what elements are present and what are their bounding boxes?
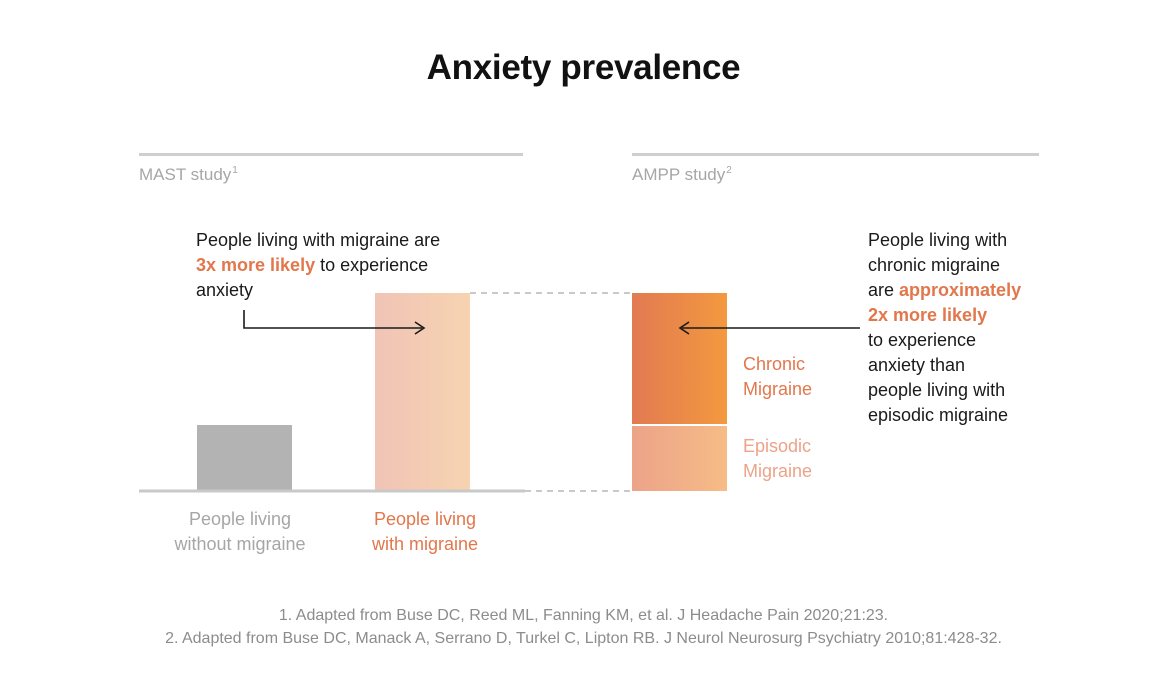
bar-segment-episodic-migraine — [632, 425, 727, 491]
ampp-callout-highlight: approximately — [899, 280, 1022, 300]
ampp-callout-line: episodic migraine — [868, 405, 1009, 425]
footnote: 1. Adapted from Buse DC, Reed ML, Fannin… — [278, 607, 889, 624]
category-label-without-migraine: People living without migraine — [150, 507, 330, 557]
segment-label-line: Chronic — [743, 354, 806, 374]
mast-callout-highlight: 3x more likely — [196, 255, 316, 275]
segment-label-line: Migraine — [743, 461, 813, 481]
ampp-callout-line: to experience — [868, 330, 977, 350]
ampp-callout-line: chronic migraine — [868, 255, 1001, 275]
ampp-footnote-ref: 2 — [726, 165, 732, 176]
ampp-divider — [632, 153, 1039, 156]
category-label-with-migraine: People living with migraine — [335, 507, 515, 557]
bar-without-migraine — [197, 425, 292, 491]
mast-callout-line: People living with migraine are — [196, 230, 441, 250]
ampp-callout: People living with chronic migraine are … — [868, 228, 1088, 428]
page-title: Anxiety prevalence — [426, 48, 741, 87]
mast-study-label: MAST study1 — [139, 165, 238, 185]
segment-label-chronic-migraine: Chronic Migraine — [743, 352, 812, 402]
mast-study-label-text: MAST study — [139, 165, 232, 184]
ampp-callout-prefix: are — [868, 280, 900, 300]
ampp-callout-highlight: 2x more likely — [868, 305, 988, 325]
ampp-arrow-head-icon — [678, 321, 690, 335]
category-label-line: People living — [373, 509, 477, 529]
bar-with-migraine — [375, 293, 470, 491]
footnotes: 1. Adapted from Buse DC, Reed ML, Fannin… — [0, 604, 1167, 650]
ampp-callout-line: People living with — [868, 230, 1008, 250]
segment-label-line: Migraine — [743, 379, 813, 399]
category-label-line: People living — [188, 509, 292, 529]
mast-callout-line: anxiety — [196, 280, 254, 300]
ampp-callout-line: are approximately — [868, 278, 1088, 303]
ampp-study-label-text: AMPP study — [632, 165, 726, 184]
segment-label-line: Episodic — [743, 436, 812, 456]
mast-footnote-ref: 1 — [232, 165, 238, 176]
mast-arrow-head-icon — [414, 321, 426, 335]
category-label-line: without migraine — [174, 534, 306, 554]
mast-arrow-line — [243, 310, 422, 329]
mast-callout: People living with migraine are 3x more … — [196, 228, 496, 303]
bar-segment-chronic-migraine — [632, 293, 727, 425]
ampp-study-label: AMPP study2 — [632, 165, 732, 185]
ampp-callout-line: anxiety than — [868, 355, 966, 375]
category-label-line: with migraine — [371, 534, 479, 554]
ampp-callout-line: people living with — [868, 380, 1006, 400]
mast-callout-rest: to experience — [315, 255, 429, 275]
footnote: 2. Adapted from Buse DC, Manack A, Serra… — [165, 630, 1002, 647]
mast-callout-line: 3x more likely to experience — [196, 253, 496, 278]
mast-divider — [139, 153, 523, 156]
segment-label-episodic-migraine: Episodic Migraine — [743, 434, 812, 484]
